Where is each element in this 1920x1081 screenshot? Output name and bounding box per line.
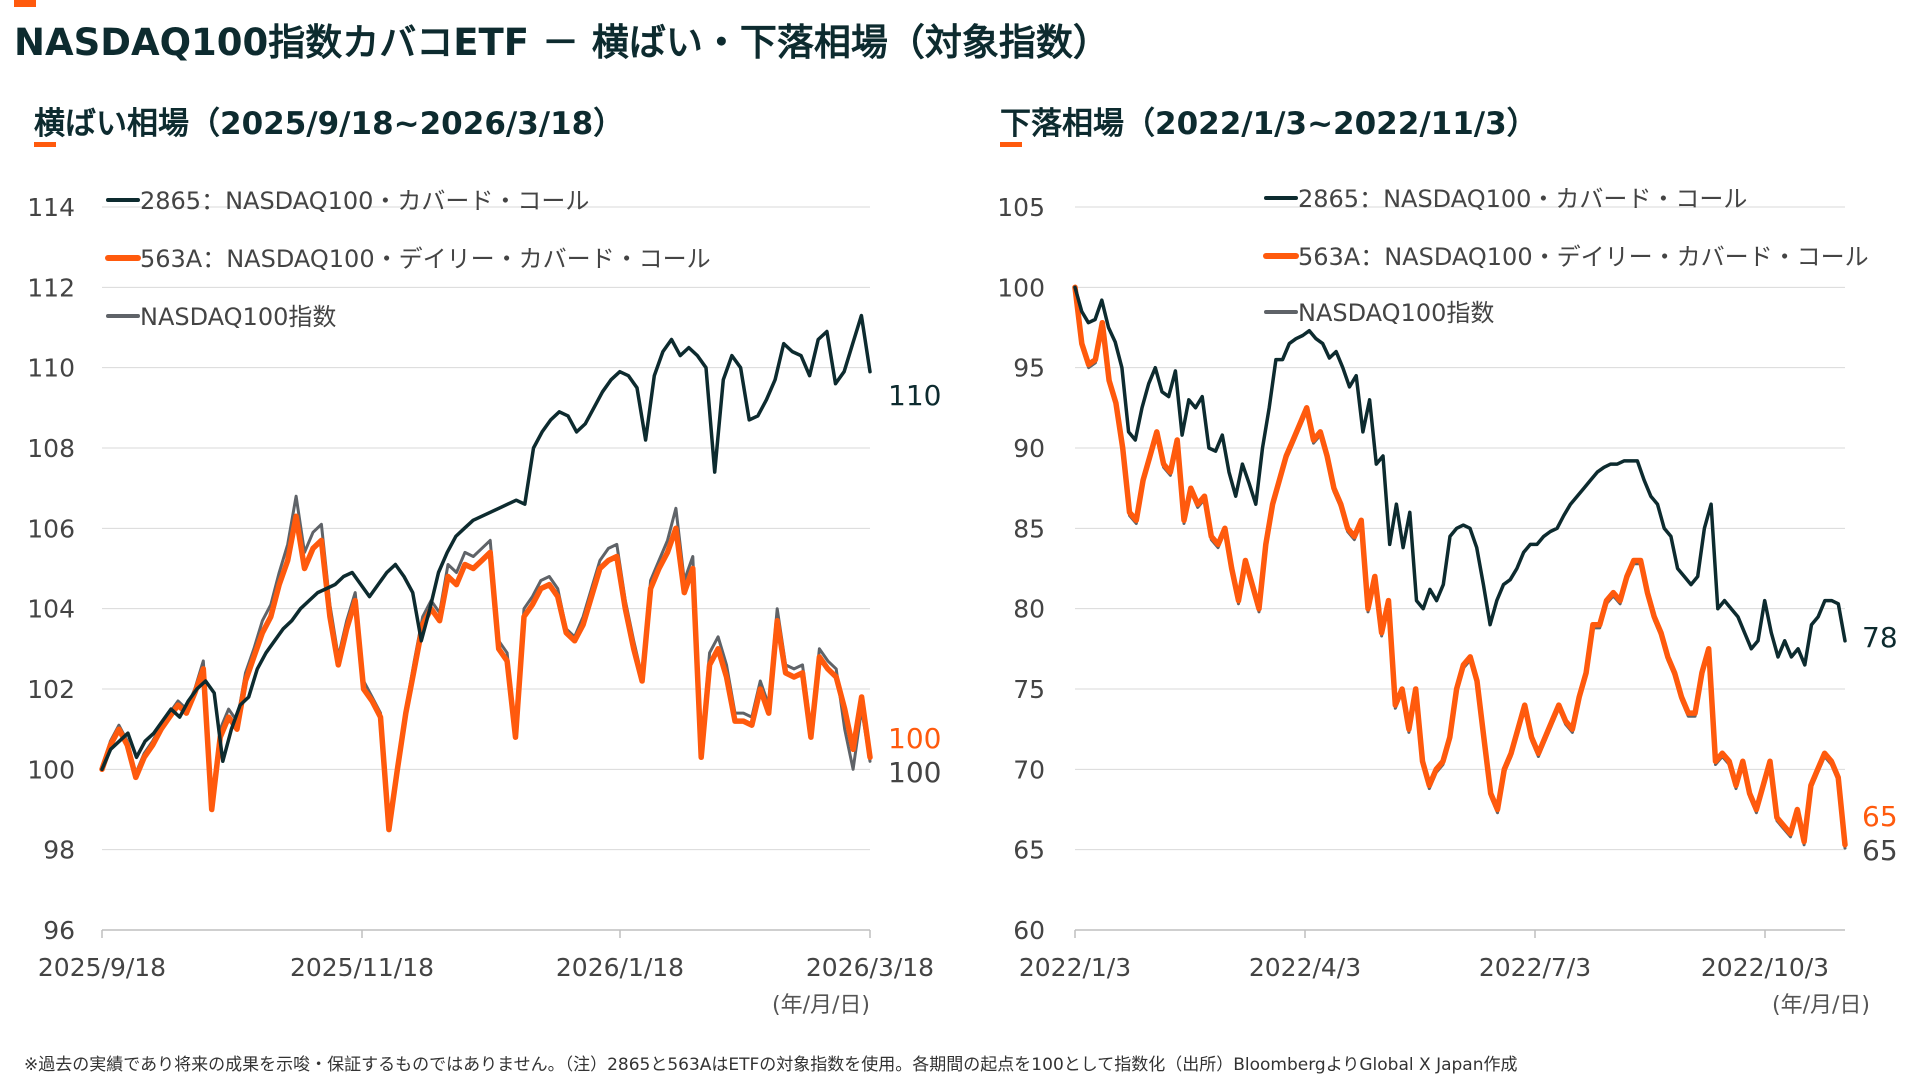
chart-left-title: 横ばい相場（2025/9/18~2026/3/18） bbox=[34, 106, 625, 142]
right-end-label-1: 65 bbox=[1862, 800, 1898, 833]
right-series-line-0 bbox=[1073, 285, 1847, 667]
right-y-tick-label: 100 bbox=[997, 273, 1045, 302]
footnote: ※過去の実績であり将来の成果を示唆・保証するものではありません。（注）2865と… bbox=[24, 1055, 1518, 1075]
left-y-tick-label: 98 bbox=[43, 836, 75, 865]
right-y-tick-label: 95 bbox=[1013, 354, 1045, 383]
left-x-tick-label: 2026/3/18 bbox=[806, 953, 934, 982]
right-y-tick-label: 105 bbox=[997, 193, 1045, 222]
left-y-tick-label: 96 bbox=[43, 916, 75, 945]
title-accent-bar bbox=[14, 0, 36, 7]
right-legend-label-0: 2865：NASDAQ100・カバード・コール bbox=[1298, 185, 1747, 213]
right-y-tick-label: 75 bbox=[1013, 675, 1045, 704]
right-y-tick-label: 90 bbox=[1013, 434, 1045, 463]
left-x-axis-unit: (年/月/日) bbox=[772, 993, 870, 1018]
right-x-tick-label: 2022/4/3 bbox=[1249, 953, 1361, 982]
right-y-tick-label: 80 bbox=[1013, 595, 1045, 624]
left-x-tick-label: 2025/11/18 bbox=[290, 953, 434, 982]
right-legend-label-1: 563A：NASDAQ100・デイリー・カバード・コール bbox=[1298, 243, 1869, 271]
left-y-tick-label: 108 bbox=[27, 434, 75, 463]
left-y-tick-label: 106 bbox=[27, 514, 75, 543]
left-y-tick-label: 112 bbox=[27, 273, 75, 302]
right-end-label-2: 65 bbox=[1862, 834, 1898, 867]
right-end-label-0: 78 bbox=[1862, 621, 1898, 654]
left-y-tick-label: 104 bbox=[27, 595, 75, 624]
right-legend-label-2: NASDAQ100指数 bbox=[1298, 299, 1494, 327]
left-series-line-1 bbox=[99, 513, 873, 833]
left-y-tick-label: 114 bbox=[27, 193, 75, 222]
left-x-tick-label: 2026/1/18 bbox=[556, 953, 684, 982]
right-y-tick-label: 85 bbox=[1013, 514, 1045, 543]
right-y-tick-label: 70 bbox=[1013, 755, 1045, 784]
right-x-axis-unit: (年/月/日) bbox=[1772, 993, 1870, 1018]
right-y-tick-label: 65 bbox=[1013, 836, 1045, 865]
left-end-label-2: 100 bbox=[888, 756, 941, 789]
chart-right-title: 下落相場（2022/1/3~2022/11/3） bbox=[1000, 106, 1538, 142]
left-legend-label-0: 2865：NASDAQ100・カバード・コール bbox=[140, 187, 589, 215]
right-series-line-1 bbox=[1072, 284, 1848, 848]
right-x-tick-label: 2022/10/3 bbox=[1701, 953, 1829, 982]
right-y-tick-label: 60 bbox=[1013, 916, 1045, 945]
left-x-tick-label: 2025/9/18 bbox=[38, 953, 166, 982]
left-y-tick-label: 100 bbox=[27, 755, 75, 784]
left-end-label-0: 110 bbox=[888, 379, 941, 412]
page-title: NASDAQ100指数カバコETF － 横ばい・下落相場（対象指数） bbox=[14, 21, 1110, 64]
chart-left-title-accent bbox=[34, 142, 56, 147]
left-y-tick-label: 110 bbox=[27, 354, 75, 383]
left-legend-label-2: NASDAQ100指数 bbox=[140, 303, 336, 331]
left-series-line-2 bbox=[100, 494, 872, 828]
chart-right-title-accent bbox=[1000, 142, 1022, 147]
right-x-tick-label: 2022/1/3 bbox=[1019, 953, 1131, 982]
left-end-label-1: 100 bbox=[888, 722, 941, 755]
left-legend-label-1: 563A：NASDAQ100・デイリー・カバード・コール bbox=[140, 245, 711, 273]
right-x-tick-label: 2022/7/3 bbox=[1479, 953, 1591, 982]
left-y-tick-label: 102 bbox=[27, 675, 75, 704]
left-series-line-0 bbox=[100, 313, 872, 772]
